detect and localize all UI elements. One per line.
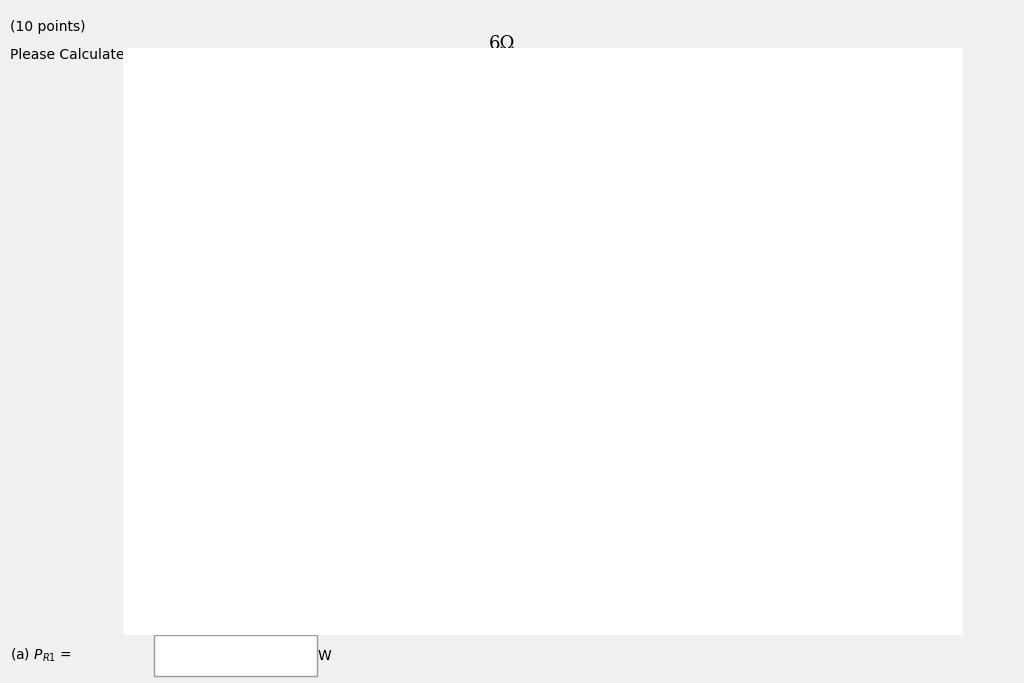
Text: 1Ω: 1Ω [145,490,172,507]
Text: (a) $P_{R1}$ =: (a) $P_{R1}$ = [10,647,73,665]
Text: V: V [819,490,830,507]
Text: W: W [317,649,331,663]
Text: (10 points): (10 points) [10,20,86,34]
Text: (2A/V) *Vₓ: (2A/V) *Vₓ [463,112,541,127]
Text: Vₓ: Vₓ [381,419,397,434]
FancyBboxPatch shape [154,635,317,676]
Text: -: - [440,426,445,441]
Text: 6Ω: 6Ω [488,36,515,53]
Text: +: + [346,426,358,441]
Text: +: + [773,475,783,488]
Text: Please Calculate the power dissipated in the 1Ω resistor.: Please Calculate the power dissipated in… [10,48,411,61]
Text: 5Ω: 5Ω [488,555,515,572]
Text: $V = 11V$: $V = 11V$ [489,48,546,61]
Text: 2Ω: 2Ω [627,350,653,367]
Text: −: − [772,509,784,522]
Text: 4Ω: 4Ω [350,350,377,367]
